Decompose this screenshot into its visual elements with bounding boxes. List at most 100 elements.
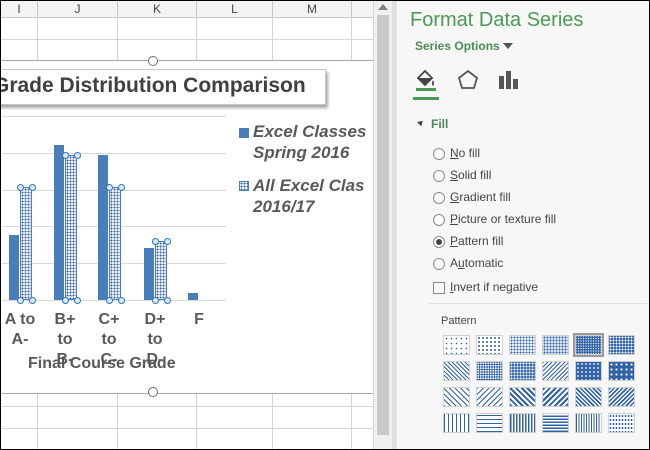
selection-handle[interactable]: [29, 297, 36, 304]
legend-label-series-1[interactable]: Excel Classes Spring 2016: [253, 121, 366, 163]
pattern-swatch[interactable]: [575, 387, 602, 407]
category-label-line: B+ to: [54, 311, 76, 348]
scroll-thumb[interactable]: [377, 15, 389, 435]
resize-handle-top[interactable]: [148, 56, 158, 66]
cell-gridline: [1, 39, 373, 40]
pattern-swatch[interactable]: [542, 335, 569, 355]
pattern-swatch[interactable]: [443, 335, 470, 355]
radio-button[interactable]: [433, 170, 445, 182]
category-label[interactable]: B+ to B-: [45, 310, 85, 370]
selection-handle[interactable]: [106, 184, 113, 192]
column-header-i[interactable]: I: [1, 1, 38, 17]
bar-1-1[interactable]: [9, 234, 19, 300]
selection-handle[interactable]: [74, 297, 81, 304]
pattern-swatch[interactable]: [542, 413, 569, 433]
category-label[interactable]: F: [179, 310, 219, 330]
chart-title-box[interactable]: Grade Distribution Comparison: [1, 69, 326, 105]
chart-gridline: [2, 300, 226, 301]
effects-pentagon-icon[interactable]: [455, 67, 481, 93]
pattern-swatch[interactable]: [608, 335, 635, 355]
worksheet[interactable]: I J K L M Grade Distribution Comparison …: [1, 1, 373, 449]
pattern-swatch[interactable]: [443, 413, 470, 433]
bar-1-4[interactable]: [144, 248, 154, 300]
pane-splitter[interactable]: [392, 1, 397, 449]
format-data-series-pane: Format Data Series Series Options: [397, 1, 649, 449]
selection-handle[interactable]: [164, 238, 171, 246]
column-header-k[interactable]: K: [118, 1, 197, 17]
column-header-m[interactable]: M: [273, 1, 352, 17]
radio-label: No fill: [450, 146, 481, 160]
pattern-swatch[interactable]: [476, 335, 503, 355]
pattern-swatch[interactable]: [509, 335, 536, 355]
category-label[interactable]: C+ to C-: [89, 310, 129, 370]
pattern-swatch[interactable]: [575, 361, 602, 381]
column-header-l[interactable]: L: [197, 1, 273, 17]
category-label[interactable]: D+ to D-: [135, 310, 175, 370]
pattern-swatch[interactable]: [509, 361, 536, 381]
selection-handle[interactable]: [74, 152, 81, 160]
bar-1-3[interactable]: [98, 155, 108, 300]
section-collapse-icon[interactable]: [417, 118, 425, 127]
chevron-down-icon[interactable]: [503, 43, 513, 49]
selection-handle[interactable]: [29, 184, 36, 192]
selection-handle[interactable]: [118, 297, 125, 304]
radio-label: Picture or texture fill: [450, 212, 557, 226]
legend-line: 2016/17: [253, 197, 315, 216]
selection-handle[interactable]: [118, 184, 125, 192]
fill-section-heading[interactable]: Fill: [431, 117, 449, 131]
column-header-bar: I J K L M: [1, 1, 373, 18]
pattern-swatch[interactable]: [573, 333, 604, 357]
checkbox-label: Invert if negative: [450, 280, 539, 294]
selection-handle[interactable]: [164, 297, 171, 304]
pattern-swatch[interactable]: [542, 361, 569, 381]
selection-handle[interactable]: [62, 297, 69, 304]
series-options-dropdown[interactable]: Series Options: [415, 39, 500, 53]
bar-2-2[interactable]: [65, 155, 77, 300]
radio-button[interactable]: [433, 214, 445, 226]
pattern-swatch[interactable]: [542, 387, 569, 407]
fill-line-icon[interactable]: [413, 67, 439, 93]
pattern-swatch[interactable]: [443, 387, 470, 407]
pattern-swatch[interactable]: [443, 361, 470, 381]
pattern-swatch[interactable]: [476, 387, 503, 407]
checkbox[interactable]: [433, 282, 445, 294]
category-label-line: C+ to: [98, 311, 120, 348]
scroll-up-arrow-icon[interactable]: [378, 4, 388, 10]
resize-handle-bottom[interactable]: [148, 387, 158, 397]
plot-area[interactable]: [1, 61, 373, 393]
bar-2-3[interactable]: [109, 187, 121, 300]
series-options-bars-icon[interactable]: [495, 67, 521, 93]
selection-handle[interactable]: [152, 297, 159, 304]
pattern-swatch[interactable]: [575, 413, 602, 433]
vertical-scrollbar[interactable]: [373, 1, 392, 449]
category-label-line: F: [194, 311, 204, 328]
pattern-swatch[interactable]: [509, 387, 536, 407]
category-label[interactable]: A to A-: [1, 310, 40, 350]
pattern-swatch[interactable]: [476, 361, 503, 381]
pattern-swatch[interactable]: [608, 387, 635, 407]
x-axis-title[interactable]: Final Course Grade: [28, 355, 176, 372]
radio-button[interactable]: [433, 192, 445, 204]
bar-2-1[interactable]: [20, 187, 32, 300]
selection-handle[interactable]: [62, 152, 69, 160]
pattern-swatch[interactable]: [608, 361, 635, 381]
selection-handle[interactable]: [17, 184, 24, 192]
bar-1-2[interactable]: [54, 145, 64, 300]
legend-line: All Excel Clas: [253, 176, 365, 195]
radio-button[interactable]: [433, 258, 445, 270]
category-label-line: D-: [146, 351, 164, 368]
selection-handle[interactable]: [17, 297, 24, 304]
pattern-swatch[interactable]: [476, 413, 503, 433]
pattern-swatch[interactable]: [509, 413, 536, 433]
chart-area[interactable]: Grade Distribution Comparison Final Cour…: [1, 56, 373, 397]
bar-1-5[interactable]: [188, 292, 198, 300]
radio-button[interactable]: [433, 236, 445, 248]
pattern-swatch[interactable]: [608, 413, 635, 433]
bar-2-4[interactable]: [155, 241, 167, 300]
column-header-j[interactable]: J: [38, 1, 118, 17]
selection-handle[interactable]: [152, 238, 159, 246]
legend-label-series-2[interactable]: All Excel Clas 2016/17: [253, 175, 365, 217]
radio-label: Pattern fill: [450, 234, 504, 248]
selection-handle[interactable]: [106, 297, 113, 304]
radio-button[interactable]: [433, 148, 445, 160]
